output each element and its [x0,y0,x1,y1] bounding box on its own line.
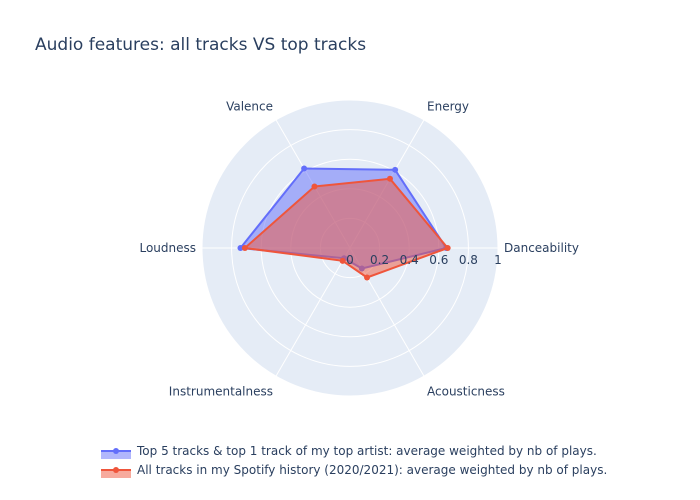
legend-item[interactable]: All tracks in my Spotify history (2020/2… [101,463,607,478]
radial-tick-label: 0 [346,253,354,267]
legend-label: Top 5 tracks & top 1 track of my top art… [136,444,597,458]
series-2 [241,175,451,281]
radial-tick-label: 0.2 [370,253,389,267]
legend-swatch [101,451,131,459]
angular-label: Danceability [504,241,579,255]
angular-label: Instrumentalness [169,384,273,398]
radial-tick-label: 1 [494,253,502,267]
data-point [392,166,399,173]
radial-tick-label: 0.4 [400,253,419,267]
data-point [237,245,244,251]
data-point [364,274,371,281]
legend-marker [113,448,119,454]
series-layer [237,165,451,281]
legend-label: All tracks in my Spotify history (2020/2… [137,463,607,477]
legend-swatch [101,470,131,478]
radial-tick-label: 0.8 [459,253,478,267]
chart-title: Audio features: all tracks VS top tracks [35,35,366,55]
data-point [301,165,308,172]
legend-item[interactable]: Top 5 tracks & top 1 track of my top art… [101,444,597,459]
data-point [339,257,346,264]
legend: Top 5 tracks & top 1 track of my top art… [101,444,607,478]
angular-label: Energy [427,100,469,114]
angular-label: Valence [226,100,273,114]
angular-label: Loudness [139,241,196,255]
angular-label: Acousticness [427,384,505,398]
legend-marker [113,467,119,473]
radial-tick-label: 0.6 [429,253,448,267]
data-point [241,245,248,251]
angular-grid-line [275,247,351,377]
data-point [386,175,393,182]
data-point [444,245,451,251]
data-point [311,183,318,190]
